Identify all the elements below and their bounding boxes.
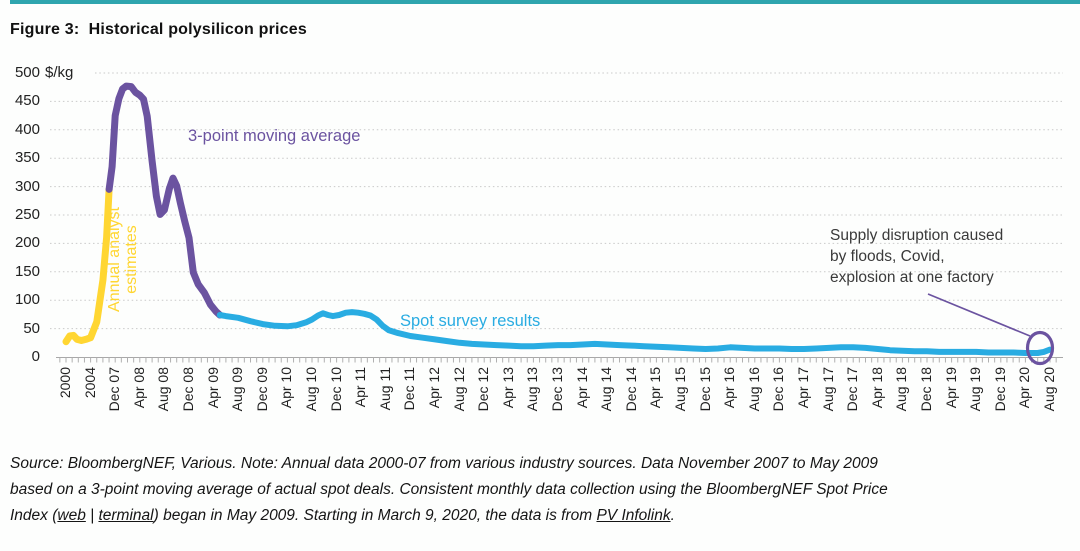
y-axis-label: 50 [23,319,40,337]
source-text: | [85,507,99,524]
source-link[interactable]: terminal [98,507,154,524]
source-text: ) began in May 2009. Starting in March 9… [153,507,597,524]
x-axis-label: Aug 12 [450,367,467,412]
x-axis-label: Apr 20 [1016,367,1033,409]
x-axis-label: Aug 17 [819,367,836,412]
x-axis-label: Aug 18 [893,367,910,412]
x-axis-label: Dec 07 [106,367,123,412]
y-axis-label: 350 [14,149,40,167]
x-axis-label: Apr 19 [942,367,959,409]
annotation-arrow [927,293,1031,337]
source-link[interactable]: PV Infolink [596,507,671,524]
x-axis-label: Dec 17 [844,367,861,412]
x-axis-label: Aug 14 [598,367,615,412]
series-label-moving-average: 3-point moving average [188,127,361,145]
x-axis-label: 2000 [57,367,73,399]
y-axis-label: 100 [14,291,40,309]
y-axis-label: 500 [14,64,40,81]
series-line-spot-survey [216,309,1053,356]
x-axis-label: Dec 09 [253,367,270,412]
x-axis-label: Dec 12 [475,367,492,412]
source-line: based on a 3-point moving average of act… [10,477,1074,503]
x-axis-label: Aug 11 [376,367,393,411]
series-line-annual-estimates [62,185,113,346]
source-text: Source: BloombergNEF, Various. Note: Ann… [10,455,878,472]
x-axis-label: Aug 16 [745,367,762,412]
source-text: . [670,507,675,524]
x-axis-label: Apr 12 [426,367,442,409]
x-axis-label: Aug 19 [967,367,984,412]
y-axis-label: 200 [14,234,40,252]
y-axis-unit-label: $/kg [45,64,74,81]
x-axis-label: Dec 11 [401,367,418,411]
series-label-spot-survey: Spot survey results [400,312,541,330]
x-axis-label: Apr 16 [721,367,738,409]
source-line: Source: BloombergNEF, Various. Note: Ann… [10,451,1074,477]
x-axis-label: Dec 16 [770,367,787,412]
x-axis-label: Dec 13 [549,367,565,412]
annotation-text: Supply disruption caused by floods, Covi… [830,227,1004,286]
x-axis-label: Apr 15 [647,367,664,409]
source-line: Index (web | terminal) began in May 2009… [10,503,1074,529]
x-axis-label: Dec 10 [327,367,344,412]
y-axis-label: 400 [14,120,40,138]
y-axis-label: 0 [31,348,40,365]
x-axis-label: Aug 09 [229,367,246,412]
x-axis-label: Apr 09 [204,367,221,409]
x-axis-label: Dec 15 [696,367,713,412]
x-axis-label: Apr 18 [868,367,885,409]
x-axis-label: Apr 13 [499,367,516,409]
x-axis-label: Dec 14 [622,367,639,412]
x-axis-label: Apr 10 [278,367,295,409]
y-axis-label: 450 [14,92,40,110]
x-axis-label: Aug 13 [524,367,541,412]
x-axis-label: Apr 08 [130,367,147,409]
annotation-circle [1025,330,1055,366]
x-axis-label: Aug 10 [303,367,319,412]
series-label-annual-estimates: Annual analyst estimates [106,207,140,312]
source-text: based on a 3-point moving average of act… [10,481,888,498]
x-axis-label: Apr 17 [795,367,811,409]
x-axis-label: Aug 20 [1041,367,1057,412]
y-axis-label: 250 [14,206,40,223]
figure-title: Figure 3: Historical polysilicon prices [10,21,307,38]
source-link[interactable]: web [57,507,86,524]
x-axis-label: Aug 15 [672,367,688,412]
x-axis-label: Dec 18 [918,367,934,412]
x-axis-label: 2004 [81,367,98,399]
source-text: Index ( [10,507,58,524]
x-axis-label: Apr 11 [352,367,369,408]
y-axis-label: 150 [14,262,40,280]
accent-bar [10,0,1080,4]
y-axis-label: 300 [14,177,40,195]
source-note: Source: BloombergNEF, Various. Note: Ann… [10,451,1074,529]
x-axis-label: Dec 08 [180,367,196,412]
x-axis-label: Aug 08 [155,367,172,412]
series-line-moving-average [105,82,224,319]
x-axis-label: Dec 19 [991,367,1008,412]
x-axis-label: Apr 14 [573,367,590,409]
